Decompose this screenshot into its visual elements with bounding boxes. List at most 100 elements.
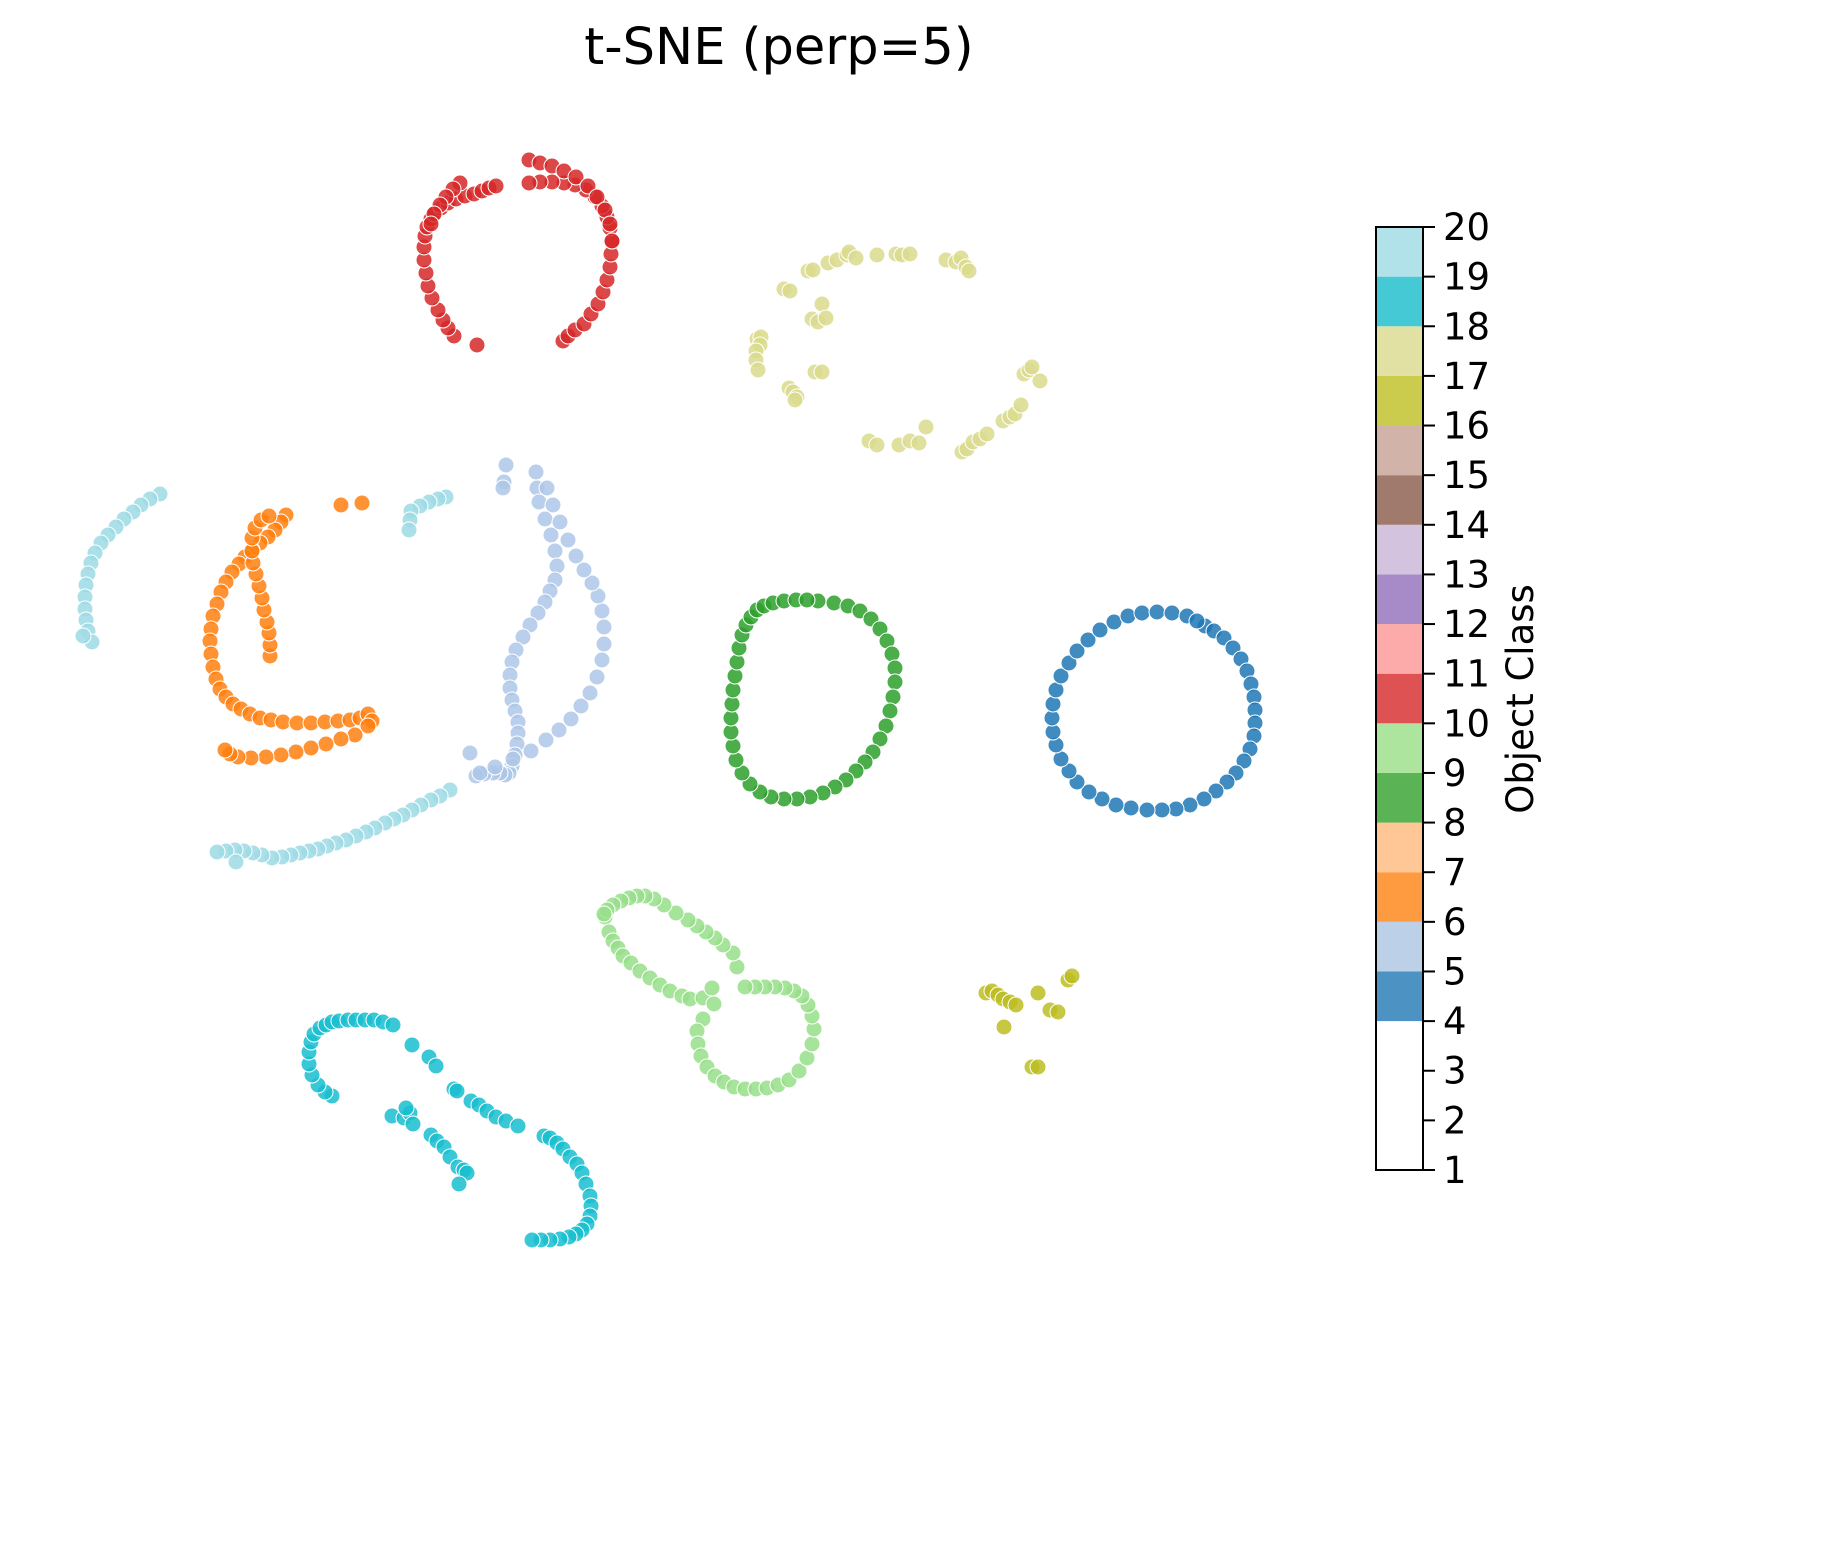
point-class-7 <box>726 667 744 685</box>
point-class-8 <box>803 1035 821 1053</box>
point-class-9 <box>603 232 621 250</box>
point-class-19 <box>74 627 92 645</box>
point-class-5 <box>542 526 560 544</box>
point-class-18 <box>523 1231 541 1249</box>
point-class-6 <box>359 717 377 735</box>
point-class-16 <box>1029 1058 1047 1076</box>
colorbar-tick-label: 14 <box>1443 504 1490 547</box>
point-class-6 <box>317 735 335 753</box>
point-class-5 <box>551 513 569 531</box>
point-class-9 <box>487 177 505 195</box>
point-class-16 <box>995 1018 1013 1036</box>
colorbar-segment-7-8 <box>1376 822 1423 873</box>
point-class-17 <box>960 262 978 280</box>
point-class-4 <box>1080 783 1098 801</box>
point-class-17 <box>817 309 835 327</box>
point-class-5 <box>486 758 504 776</box>
colorbar-tick-label: 8 <box>1443 802 1467 845</box>
point-class-17 <box>978 425 996 443</box>
point-class-17 <box>804 261 822 279</box>
point-class-5 <box>538 479 556 497</box>
point-class-5 <box>546 542 564 560</box>
point-class-7 <box>728 653 746 671</box>
point-class-17 <box>868 246 886 264</box>
point-class-5 <box>471 764 489 782</box>
point-class-6 <box>260 507 278 525</box>
point-class-4 <box>1091 621 1109 639</box>
point-class-4 <box>1122 799 1140 817</box>
colorbar-segment-17-18 <box>1376 326 1423 376</box>
point-class-5 <box>504 750 522 768</box>
point-class-18 <box>427 1057 445 1075</box>
point-class-19 <box>227 853 245 871</box>
point-class-7 <box>871 730 889 748</box>
colorbar-tick-label: 6 <box>1443 901 1467 944</box>
series-class-19 <box>74 485 459 871</box>
point-class-17 <box>749 361 767 379</box>
point-class-7 <box>724 737 742 755</box>
point-class-7 <box>884 688 902 706</box>
point-class-8 <box>667 904 685 922</box>
point-class-8 <box>728 958 746 976</box>
colorbar-segment-6-7 <box>1376 872 1423 922</box>
point-class-5 <box>461 744 479 762</box>
point-class-5 <box>572 697 590 715</box>
point-class-18 <box>448 1082 466 1100</box>
colorbar-segment-5-6 <box>1376 921 1423 972</box>
point-class-4 <box>1163 604 1181 622</box>
point-class-9 <box>579 177 597 195</box>
point-class-4 <box>1060 654 1078 672</box>
colorbar-segment-1-4 <box>1376 1021 1423 1170</box>
point-class-5 <box>559 531 577 549</box>
point-class-16 <box>1029 984 1047 1002</box>
colorbar-tick-label: 10 <box>1443 702 1490 745</box>
point-class-7 <box>724 681 742 699</box>
point-class-18 <box>509 1117 527 1135</box>
colorbar-tick-label: 15 <box>1443 454 1490 497</box>
series-class-17 <box>747 243 1049 461</box>
point-class-9 <box>422 215 440 233</box>
colorbar-tick-label: 11 <box>1443 653 1490 696</box>
colorbar-tick-label: 12 <box>1443 603 1490 646</box>
colorbar-segment-13-14 <box>1376 524 1423 575</box>
point-class-18 <box>384 1016 402 1034</box>
point-class-9 <box>601 215 619 233</box>
point-class-8 <box>595 905 613 923</box>
series-class-16 <box>977 967 1081 1076</box>
point-class-5 <box>548 557 566 575</box>
colorbar-tick-label: 16 <box>1443 405 1490 448</box>
point-class-9 <box>520 174 538 192</box>
point-class-19 <box>400 521 418 539</box>
scatter-points <box>74 151 1264 1249</box>
colorbar-segment-12-13 <box>1376 574 1423 625</box>
point-class-6 <box>287 743 305 761</box>
colorbar-segment-19-20 <box>1376 227 1423 277</box>
point-class-4 <box>1133 604 1151 622</box>
colorbar-tick-label: 4 <box>1443 1000 1467 1043</box>
chart-title: t-SNE (perp=5) <box>584 18 973 77</box>
colorbar-segment-18-19 <box>1376 276 1423 327</box>
point-class-4 <box>1119 607 1137 625</box>
point-class-17 <box>813 363 831 381</box>
point-class-6 <box>346 726 364 744</box>
point-class-5 <box>581 684 599 702</box>
point-class-6 <box>272 746 290 764</box>
point-class-18 <box>403 1036 421 1054</box>
point-class-4 <box>1052 667 1070 685</box>
point-class-5 <box>593 651 611 669</box>
colorbar-segment-9-10 <box>1376 723 1423 773</box>
colorbar-segment-10-11 <box>1376 673 1423 724</box>
point-class-7 <box>883 645 901 663</box>
point-class-4 <box>1093 790 1111 808</box>
point-class-4 <box>1079 631 1097 649</box>
point-class-8 <box>703 979 721 997</box>
point-class-7 <box>727 751 745 769</box>
colorbar-tick-label: 5 <box>1443 950 1467 993</box>
point-class-6 <box>353 494 371 512</box>
point-class-17 <box>813 295 831 313</box>
point-class-17 <box>786 391 804 409</box>
point-class-5 <box>537 731 555 749</box>
colorbar-segment-11-12 <box>1376 624 1423 674</box>
point-class-17 <box>1023 358 1041 376</box>
